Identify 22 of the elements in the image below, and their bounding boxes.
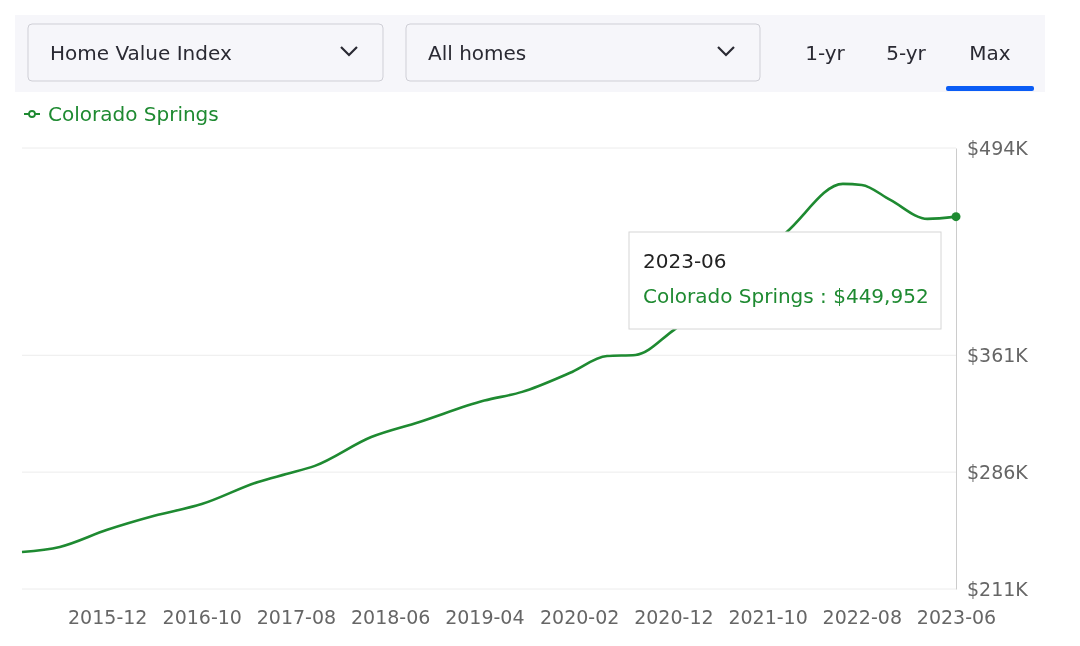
text: Max (969, 41, 1011, 65)
x-tick-label: 2021-10 (728, 606, 808, 629)
text: 5-yr (886, 41, 927, 65)
x-tick-label: 2020-02 (539, 606, 620, 629)
x-tick-label: 2018-06 (350, 606, 431, 629)
annotation: Colorado Springs : $449,952 (643, 284, 929, 308)
legend-label: Colorado Springs (48, 102, 219, 126)
text: 1-yr (805, 41, 846, 65)
x-tick-label: 2016-10 (162, 606, 242, 629)
x-tick-label: 2020-12 (634, 606, 714, 629)
x-tick-label: 2023-06 (916, 606, 997, 629)
y-tick-label: $361K (967, 343, 1029, 366)
text: Home Value Index (50, 41, 232, 65)
y-tick-label: $286K (967, 460, 1029, 483)
x-tick-label: 2022-08 (822, 606, 902, 629)
annotation: 2023-06 (643, 249, 727, 273)
text: All homes (428, 41, 527, 65)
x-tick-label: 2019-04 (445, 606, 525, 629)
x-tick-label: 2015-12 (68, 606, 148, 629)
y-tick-label: $494K (967, 136, 1029, 159)
x-tick-label: 2017-08 (256, 606, 337, 629)
y-tick-label: $211K (967, 577, 1029, 600)
